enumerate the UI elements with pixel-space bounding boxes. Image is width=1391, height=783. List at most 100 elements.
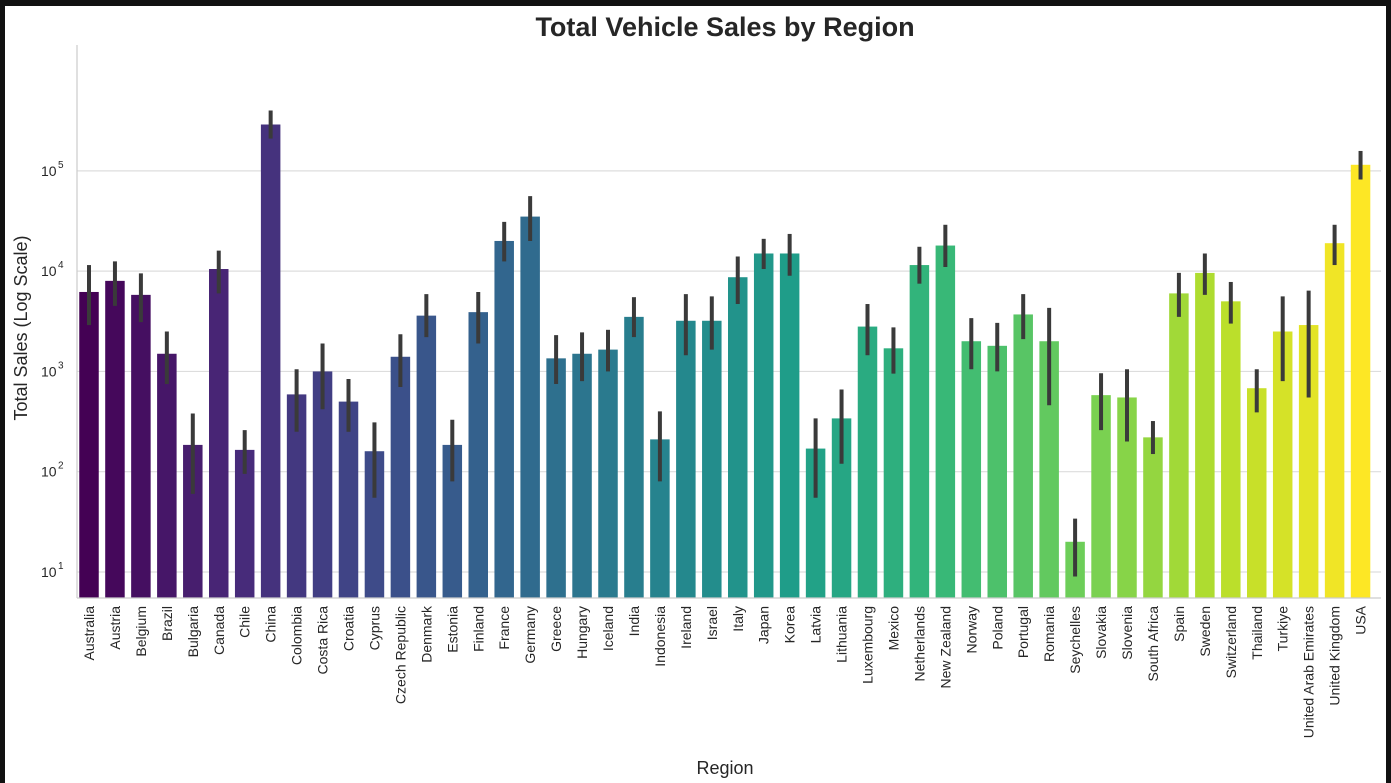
bar-bulgaria (183, 444, 203, 598)
y-tick-exponent: 4 (58, 260, 64, 271)
x-tick-label: Brazil (159, 606, 175, 641)
x-tick-label: Finland (470, 606, 486, 652)
x-tick-label: Portugal (1015, 606, 1031, 658)
x-tick-label: Denmark (418, 605, 434, 663)
x-tick-label: Luxembourg (860, 606, 876, 684)
x-tick-label: India (626, 606, 642, 637)
x-tick-label: Switzerland (1223, 606, 1239, 678)
bar-poland (987, 345, 1007, 598)
bar-turkiye (1272, 331, 1293, 598)
bar-slovakia (1091, 395, 1111, 598)
bar-india (624, 316, 644, 598)
x-tick-label: Israel (704, 606, 720, 640)
bar-switzerland (1221, 301, 1241, 598)
x-tick-label: Croatia (341, 606, 357, 651)
x-tick-label: Sweden (1197, 606, 1213, 657)
bar-luxembourg (857, 326, 878, 598)
x-tick-label: Thailand (1249, 606, 1265, 660)
bar-latvia (805, 448, 826, 598)
x-tick-label: Seychelles (1067, 606, 1083, 674)
bar-czech-republic (390, 356, 411, 598)
bar-denmark (416, 315, 437, 598)
x-tick-label: South Africa (1145, 606, 1161, 682)
bar-thailand (1247, 388, 1267, 598)
y-tick-exponent: 3 (58, 360, 64, 371)
y-tick-label: 10 (41, 464, 57, 480)
x-tick-label: United Arab Emirates (1301, 606, 1317, 738)
x-tick-label: Romania (1041, 606, 1057, 662)
x-tick-label: Hungary (574, 606, 590, 659)
bar-hungary (572, 353, 592, 598)
bar-colombia (286, 394, 307, 598)
bar-finland (468, 312, 488, 598)
bar-spain (1169, 293, 1189, 598)
bar-chart: Total Vehicle Sales by Region 10 110 210 31… (11, 12, 1381, 778)
x-tick-label: Costa Rica (315, 606, 331, 675)
x-tick-label: France (496, 606, 512, 650)
x-tick-label: Colombia (289, 606, 305, 665)
x-tick-label: USA (1353, 605, 1369, 634)
bar-italy (728, 277, 748, 598)
bar-norway (961, 341, 982, 598)
x-tick-label: Turkiye (1275, 606, 1291, 652)
x-tick-label: Slovakia (1093, 606, 1109, 659)
bar-chile (234, 449, 255, 598)
bar-cyprus (364, 451, 385, 598)
bar-japan (753, 253, 774, 598)
bar-portugal (1013, 314, 1033, 598)
bar-united-kingdom (1324, 243, 1345, 598)
x-tick-label: Slovenia (1119, 606, 1135, 660)
bar-usa (1350, 164, 1371, 598)
x-tick-label: Netherlands (911, 606, 927, 682)
x-tick-label: Poland (989, 606, 1005, 650)
error-bars (87, 110, 1363, 577)
chart-frame: Total Vehicle Sales by Region 10 1 10 2 10 3 1… (5, 6, 1386, 783)
x-tick-label: Estonia (444, 606, 460, 653)
bars (79, 124, 1371, 599)
x-tick-label: Chile (237, 606, 253, 638)
bar-korea (779, 253, 800, 598)
y-tick-label: 10 (41, 363, 57, 379)
y-tick-exponent: 5 (58, 160, 64, 171)
bar-romania (1039, 341, 1059, 598)
chart-title: Total Vehicle Sales by Region (535, 12, 914, 42)
bar-greece (546, 358, 566, 598)
x-tick-label: Greece (548, 606, 564, 652)
y-tick-exponent: 1 (58, 561, 64, 572)
x-tick-label: Japan (756, 606, 772, 644)
x-tick-label: Mexico (885, 606, 901, 651)
x-tick-label: United Kingdom (1327, 606, 1343, 706)
bar-mexico (883, 348, 904, 598)
bar-netherlands (909, 265, 930, 598)
x-tick-label: Spain (1171, 606, 1187, 642)
x-tick-labels: Australia Austria Belgium Brazil Bulgaria Can… (81, 605, 1369, 738)
bar-israel (702, 320, 722, 598)
x-tick-label: New Zealand (937, 606, 953, 689)
bar-france (494, 240, 514, 598)
bar-brazil (157, 353, 177, 598)
bar-china (260, 124, 281, 599)
bar-croatia (338, 401, 359, 598)
bar-united-arab-emirates (1298, 325, 1319, 598)
x-tick-label: Belgium (133, 606, 149, 657)
y-axis-label: Total Sales (Log Scale) (11, 235, 31, 420)
x-tick-label: Korea (782, 606, 798, 644)
bar-iceland (598, 349, 618, 598)
bar-indonesia (650, 439, 670, 598)
bar-south-africa (1143, 437, 1163, 598)
x-tick-label: Czech Republic (392, 606, 408, 704)
bar-australia (79, 291, 99, 598)
x-tick-label: Germany (522, 606, 538, 664)
bar-germany (520, 216, 540, 598)
bar-estonia (442, 444, 463, 598)
x-tick-label: Norway (963, 606, 979, 653)
y-tick-exponent: 2 (58, 461, 64, 472)
y-tick-label: 10 (41, 263, 57, 279)
y-tick-label: 10 (41, 564, 57, 580)
y-tick-label: 10 (41, 163, 57, 179)
bar-austria (105, 280, 125, 598)
x-tick-label: Latvia (808, 606, 824, 644)
bar-canada (209, 269, 229, 598)
bar-belgium (131, 294, 151, 598)
